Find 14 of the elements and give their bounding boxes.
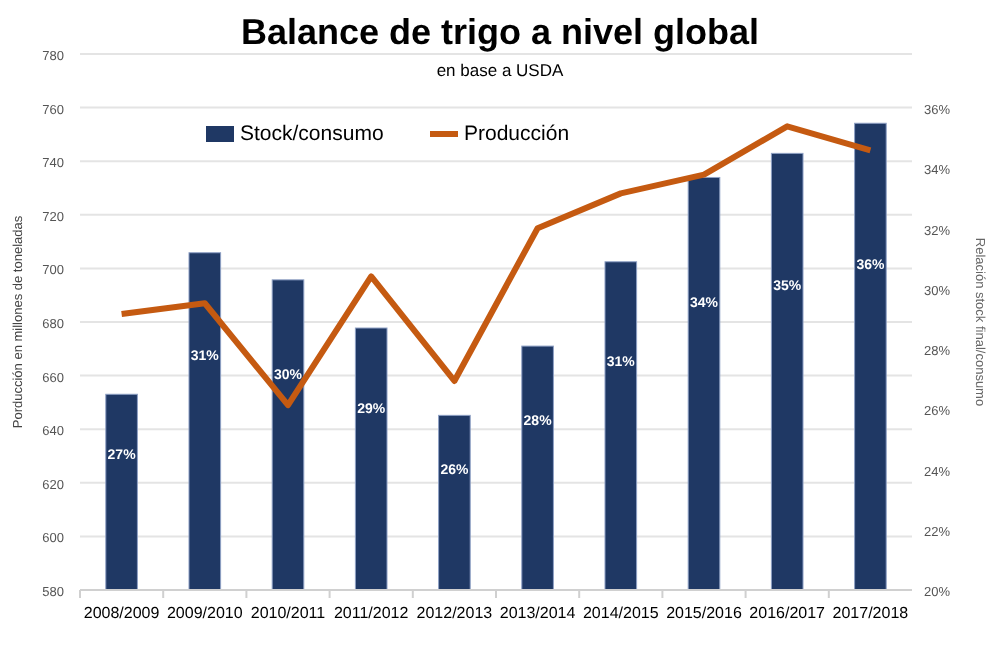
- chart-title: Balance de trigo a nivel global: [240, 12, 760, 52]
- x-tick-label: 2013/2014: [499, 604, 577, 622]
- x-tick-label: 2011/2012: [333, 604, 410, 622]
- x-tick-label: 2015/2016: [666, 604, 743, 622]
- legend-label: Producción: [464, 122, 570, 146]
- legend-label: Stock/consumo: [240, 122, 384, 146]
- x-tick-label: 2014/2015: [582, 604, 660, 622]
- x-tick-label: 2008/2009: [83, 604, 161, 622]
- x-tick-label: 2009/2010: [166, 604, 244, 622]
- chart-subtitle: en base a USDA: [436, 60, 564, 80]
- x-tick-label: 2010/2011: [250, 604, 327, 622]
- x-tick-label: 2012/2013: [416, 604, 494, 622]
- x-tick-label: 2017/2018: [832, 604, 910, 622]
- x-tick-label: 2016/2017: [749, 604, 827, 622]
